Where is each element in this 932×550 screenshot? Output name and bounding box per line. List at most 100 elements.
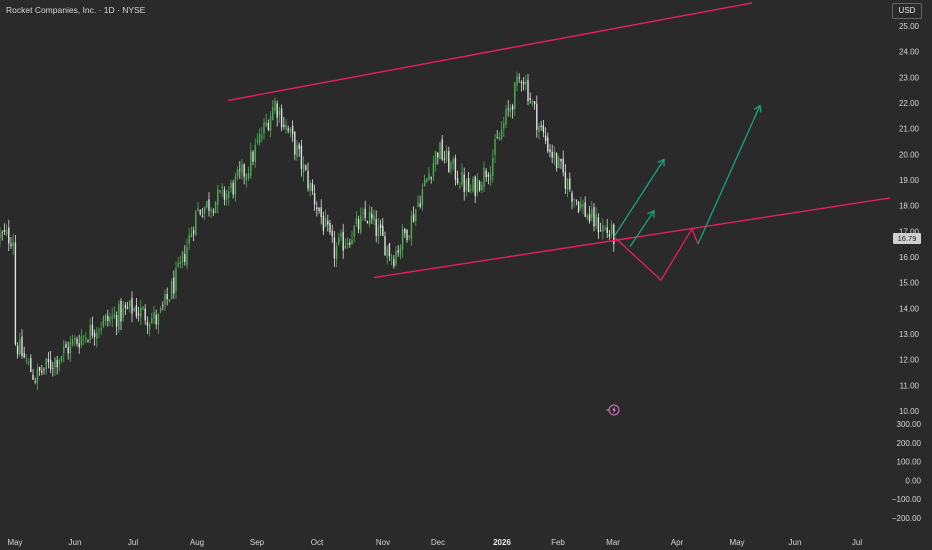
candle-body <box>126 306 129 309</box>
candle-body <box>558 157 560 169</box>
candle-body <box>232 182 234 195</box>
candle-body <box>316 207 318 210</box>
time-tick-label: Aug <box>190 538 204 547</box>
projection-arrow-green <box>697 105 761 245</box>
candle-body <box>199 209 201 215</box>
candle-body <box>131 297 133 314</box>
candle-body <box>221 186 223 189</box>
candle-body <box>47 358 50 363</box>
candle-body <box>135 305 138 317</box>
candle-body <box>507 108 509 110</box>
indicator-tick-label: 0.00 <box>905 476 921 485</box>
candle-body <box>327 220 329 225</box>
price-tick-label: 25.00 <box>899 22 920 31</box>
price-tick-label: 14.00 <box>899 304 920 313</box>
candle-body <box>276 103 278 118</box>
candle-body <box>333 237 336 259</box>
candle-body <box>41 370 43 373</box>
candle-body <box>239 169 241 171</box>
candle-body <box>142 307 144 310</box>
candle-body <box>322 215 325 231</box>
candle-body <box>298 144 300 149</box>
candle-body <box>404 228 406 234</box>
time-tick-label: 2026 <box>493 538 511 547</box>
candle-body <box>613 224 615 245</box>
candle-body <box>547 137 549 152</box>
candle-body <box>434 151 437 165</box>
price-tick-label: 12.00 <box>899 356 920 365</box>
candle-body <box>384 236 386 256</box>
candle-body <box>274 100 276 112</box>
candle-body <box>560 158 562 162</box>
currency-button[interactable]: USD <box>892 3 922 19</box>
candle-body <box>373 215 375 221</box>
indicator-tick-label: −200.00 <box>892 514 922 523</box>
candle-body <box>529 97 531 101</box>
candle-body <box>223 189 226 200</box>
candle-body <box>307 170 309 189</box>
candle-body <box>395 251 397 265</box>
projection-path-red <box>613 227 699 282</box>
candle-body <box>85 337 87 340</box>
candle-body <box>364 208 366 218</box>
candle-body <box>133 308 135 311</box>
candle-body <box>571 192 573 202</box>
candle-body <box>340 233 342 237</box>
candle-body <box>353 226 355 237</box>
candle-body <box>168 299 171 301</box>
candle-body <box>107 315 109 321</box>
candle-body <box>478 181 481 191</box>
candle-body <box>412 214 415 222</box>
candle-body <box>408 235 410 238</box>
time-tick-label: Feb <box>551 538 565 547</box>
price-tick-label: 19.00 <box>899 176 920 185</box>
candle-body <box>426 178 428 183</box>
candle-body <box>3 230 6 232</box>
candle-body <box>162 304 164 307</box>
candle-body <box>346 242 349 245</box>
candle-body <box>228 190 230 198</box>
price-tick-label: 21.00 <box>899 125 920 134</box>
candle-body <box>450 162 452 170</box>
candle-body <box>430 177 432 179</box>
candle-body <box>388 243 391 257</box>
candle-body <box>606 227 608 233</box>
candle-body <box>415 208 417 221</box>
candle-body <box>366 221 369 223</box>
candle-body <box>87 340 89 342</box>
candle-body <box>595 214 597 227</box>
candle-body <box>335 246 338 260</box>
price-tick-label: 16.00 <box>899 253 920 262</box>
candle-body <box>100 328 102 330</box>
candle-body <box>509 107 512 112</box>
candle-body <box>69 341 72 354</box>
candle-body <box>542 125 545 133</box>
candle-body <box>184 254 186 262</box>
candle-body <box>98 330 100 331</box>
candle-body <box>144 308 146 321</box>
candle-body <box>201 215 204 217</box>
candle-body <box>518 77 520 79</box>
candle-body <box>445 150 448 161</box>
candle-body <box>25 360 28 361</box>
candle-body <box>203 206 206 214</box>
candle-body <box>428 173 430 181</box>
candle-body <box>604 228 606 230</box>
candle-body <box>525 81 527 85</box>
candle-body <box>522 81 525 85</box>
candle-body <box>151 318 153 324</box>
candle-body <box>71 339 74 345</box>
candle-body <box>102 317 105 327</box>
candle-body <box>137 313 140 316</box>
candle-body <box>285 124 287 130</box>
candle-body <box>443 158 446 160</box>
candle-body <box>12 241 14 247</box>
candle-body <box>342 232 344 251</box>
price-tick-label: 11.00 <box>900 381 920 390</box>
candle-body <box>362 212 364 214</box>
candle-body <box>45 358 47 369</box>
candle-body <box>267 122 270 131</box>
candle-body <box>410 215 413 239</box>
candle-body <box>474 176 476 197</box>
